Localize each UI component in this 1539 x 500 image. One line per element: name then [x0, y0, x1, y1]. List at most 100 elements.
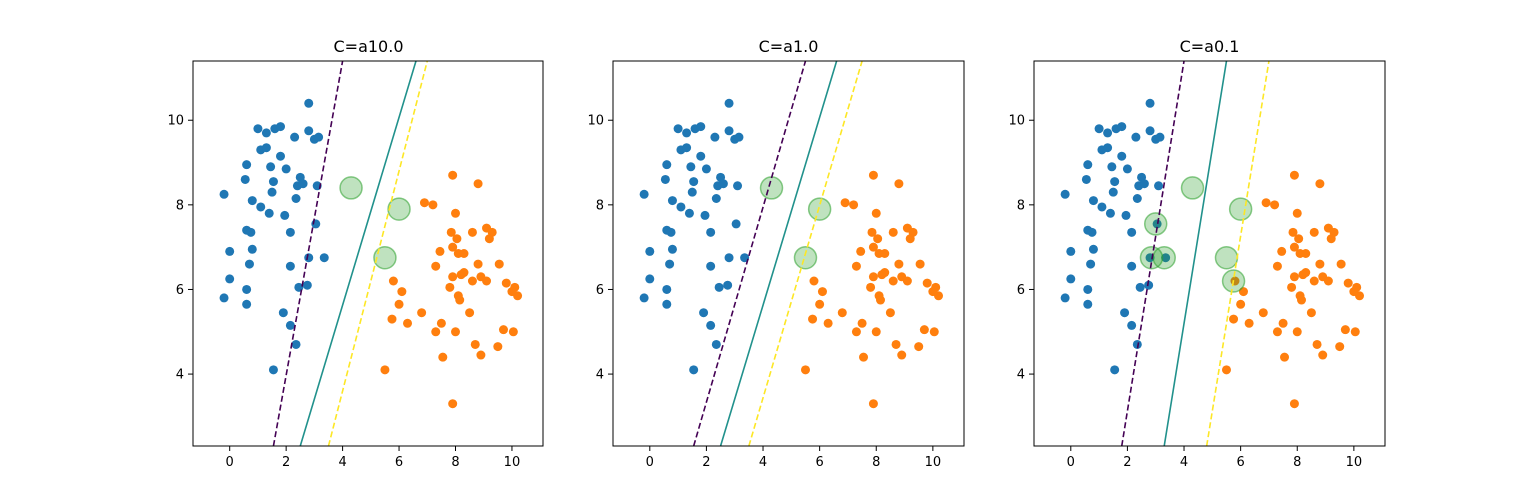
data-point-class-1: [467, 227, 477, 237]
data-point-class-1: [397, 287, 407, 297]
data-point-class-1: [868, 170, 878, 180]
data-point-class-0: [304, 253, 314, 263]
data-point-class-1: [417, 308, 427, 318]
data-point-class-0: [711, 194, 721, 203]
data-point-class-1: [837, 308, 847, 318]
data-point-class-1: [446, 227, 456, 237]
y-tick-label: 6: [596, 283, 604, 298]
support-vector-marker: [1143, 212, 1168, 236]
x-tick-label: 0: [646, 455, 654, 470]
data-point-class-1: [868, 399, 878, 409]
data-point-class-1: [1277, 246, 1287, 256]
margin-lower-line: [692, 61, 807, 446]
support-vector-marker: [793, 245, 818, 270]
data-point-class-0: [639, 293, 649, 303]
data-point-class-1: [493, 342, 503, 352]
data-point-class-1: [438, 352, 448, 362]
data-point-class-1: [888, 276, 898, 286]
data-point-class-0: [734, 132, 744, 142]
data-point-class-0: [711, 339, 721, 349]
data-point-class-0: [1131, 132, 1141, 142]
support-vector-marker: [1228, 197, 1253, 221]
data-point-class-1: [840, 198, 850, 208]
data-point-class-1: [1292, 208, 1302, 218]
data-point-class-0: [1060, 293, 1070, 303]
data-point-class-1: [1350, 327, 1360, 337]
data-point-class-0: [290, 132, 300, 142]
subplot-c-1: C=a1.0 0 2 4 6 8 10 4 6 8 10: [587, 37, 965, 470]
data-point-class-0: [706, 227, 716, 237]
data-point-class-1: [501, 278, 511, 288]
support-vector-marker: [339, 176, 363, 200]
data-point-class-0: [706, 261, 716, 271]
data-point-class-1: [1287, 282, 1297, 292]
support-vector-marker: [759, 176, 784, 200]
data-point-class-1: [1315, 179, 1325, 189]
margin-lower-line: [1120, 61, 1185, 446]
data-point-class-1: [1278, 318, 1288, 328]
data-point-class-0: [1127, 320, 1137, 330]
data-point-class-0: [666, 227, 676, 237]
data-point-class-0: [1132, 194, 1142, 203]
data-point-class-1: [877, 270, 887, 280]
x-tick-label: 4: [1180, 455, 1188, 470]
data-point-class-0: [724, 98, 734, 108]
data-point-class-1: [817, 287, 827, 297]
support-vector-marker: [1214, 245, 1239, 270]
data-point-class-1: [1289, 242, 1299, 252]
data-point-class-0: [645, 274, 655, 284]
data-point-class-0: [660, 174, 670, 184]
data-point-class-1: [867, 227, 877, 237]
margin-upper-line: [748, 61, 863, 446]
data-point-class-0: [225, 246, 235, 256]
data-point-class-1: [508, 327, 518, 337]
data-point-class-0: [244, 259, 254, 269]
data-point-class-1: [928, 287, 938, 297]
data-point-class-0: [291, 194, 301, 203]
data-point-class-0: [662, 299, 672, 309]
data-point-class-0: [1132, 339, 1142, 349]
x-tick-label: 10: [925, 455, 942, 470]
decision-boundary-line: [719, 61, 838, 446]
data-point-class-1: [897, 350, 907, 360]
data-point-class-0: [1110, 365, 1120, 375]
data-point-class-0: [253, 124, 263, 134]
data-point-class-1: [473, 259, 483, 269]
data-point-class-0: [256, 202, 266, 212]
data-point-class-0: [1103, 128, 1113, 138]
data-point-class-1: [448, 242, 458, 252]
data-point-class-0: [696, 122, 706, 132]
x-tick-label: 10: [504, 455, 521, 470]
data-point-class-1: [1292, 327, 1302, 337]
y-tick-label: 10: [167, 114, 184, 129]
data-point-class-0: [706, 320, 716, 330]
axes-frame: [1033, 60, 1386, 447]
y-tick-label: 4: [176, 368, 184, 383]
data-point-class-1: [498, 325, 508, 335]
data-point-class-0: [291, 339, 301, 349]
data-point-class-1: [459, 249, 469, 258]
x-tick-label: 0: [1067, 455, 1075, 470]
data-point-class-0: [319, 253, 329, 263]
data-point-class-0: [1060, 189, 1070, 199]
data-point-class-1: [380, 365, 390, 375]
x-tick-label: 6: [1236, 455, 1244, 470]
data-point-class-1: [387, 314, 397, 324]
data-point-class-1: [476, 350, 486, 360]
data-point-class-1: [1229, 314, 1239, 324]
subplot-title: C=a10.0: [333, 37, 403, 56]
data-point-class-1: [448, 272, 458, 282]
data-point-class-1: [1326, 234, 1336, 244]
y-tick-label: 8: [176, 198, 184, 213]
data-point-class-0: [219, 293, 229, 303]
data-point-class-1: [419, 198, 429, 208]
data-point-class-1: [1309, 276, 1319, 286]
data-point-class-0: [268, 365, 278, 375]
data-point-class-1: [470, 339, 480, 349]
axes-frame: [192, 60, 544, 447]
data-point-class-1: [403, 318, 413, 328]
data-point-class-1: [1318, 350, 1328, 360]
data-point-class-1: [1340, 325, 1350, 335]
data-point-class-0: [1127, 227, 1137, 237]
data-point-class-1: [1289, 272, 1299, 282]
